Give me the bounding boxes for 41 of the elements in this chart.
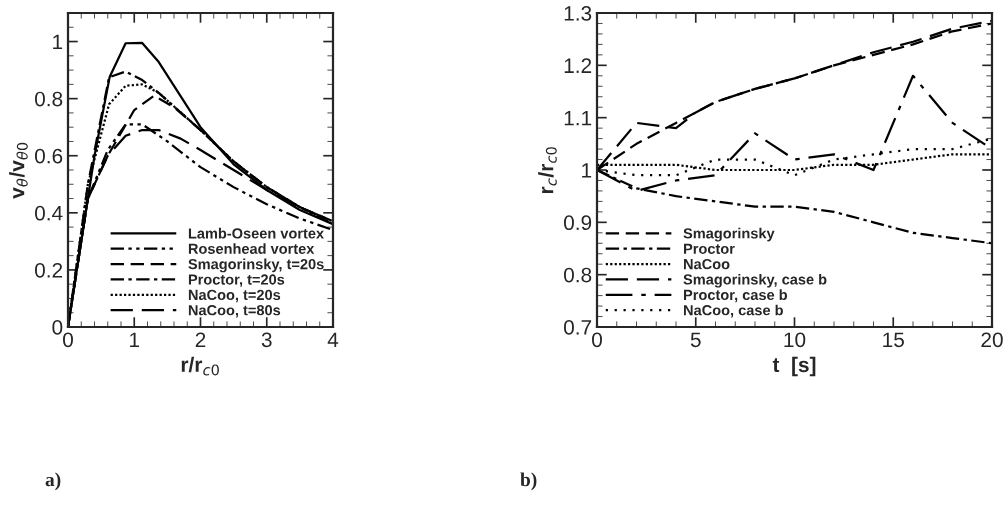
legend-label: Smagorinsky, t=20s	[188, 258, 324, 273]
x-tick-label: 0	[63, 332, 73, 348]
x-tick-label: 10	[784, 332, 806, 348]
x-tick-label: 3	[261, 332, 272, 348]
y-tick-label: 0.2	[34, 262, 63, 278]
legend-label: Smagorinsky, case b	[683, 273, 827, 288]
x-tick-label: 1	[130, 332, 140, 347]
y-tick-label: 0.8	[34, 91, 63, 107]
legend-label: Proctor, case b	[684, 289, 788, 303]
y-tick-label: 1	[53, 34, 63, 50]
x-axis-title: t [s]	[772, 356, 816, 377]
legend-label: NaCoo	[684, 258, 730, 270]
x-tick-label: 0	[592, 332, 602, 348]
y-axis-title: r$_{c}$/r$_{c0}$	[538, 147, 557, 194]
legend-label: NaCoo, t=20s	[188, 289, 281, 303]
y-tick-label: 0	[52, 320, 63, 335]
x-axis-title: r/r$_{c0}$	[181, 356, 219, 376]
x-tick-label: 15	[883, 332, 904, 348]
y-tick-label: 0.4	[34, 205, 63, 221]
x-tick-label: 4	[327, 332, 339, 347]
y-tick-label: 0.9	[563, 215, 592, 231]
legend-label: Lamb-Oseen vortex	[188, 227, 324, 239]
text: b)	[520, 472, 537, 491]
legend-label: Smagorinsky	[683, 227, 775, 242]
text: a)	[45, 472, 61, 491]
legend-label: Proctor, t=20s	[188, 274, 285, 287]
y-axis-title: v$_{θ}$/v$_{θ0}$	[9, 142, 28, 199]
y-tick-label: 1.3	[564, 6, 592, 21]
legend-label: Proctor	[684, 243, 735, 254]
y-tick-label: 0.6	[34, 148, 63, 164]
x-tick-label: 2	[195, 332, 206, 347]
x-tick-label: 5	[690, 332, 701, 348]
y-tick-label: 1.2	[564, 58, 592, 73]
y-tick-label: 1.1	[564, 110, 592, 126]
y-tick-label: 0.8	[563, 267, 592, 283]
y-tick-label: 1	[582, 163, 592, 178]
legend-label: NaCoo, t=80s	[188, 305, 281, 318]
legend-label: Rosenhead vortex	[188, 243, 315, 254]
legend-label: NaCoo, case b	[684, 304, 783, 318]
y-tick-label: 0.7	[563, 320, 592, 335]
x-tick-label: 20	[981, 332, 1003, 348]
